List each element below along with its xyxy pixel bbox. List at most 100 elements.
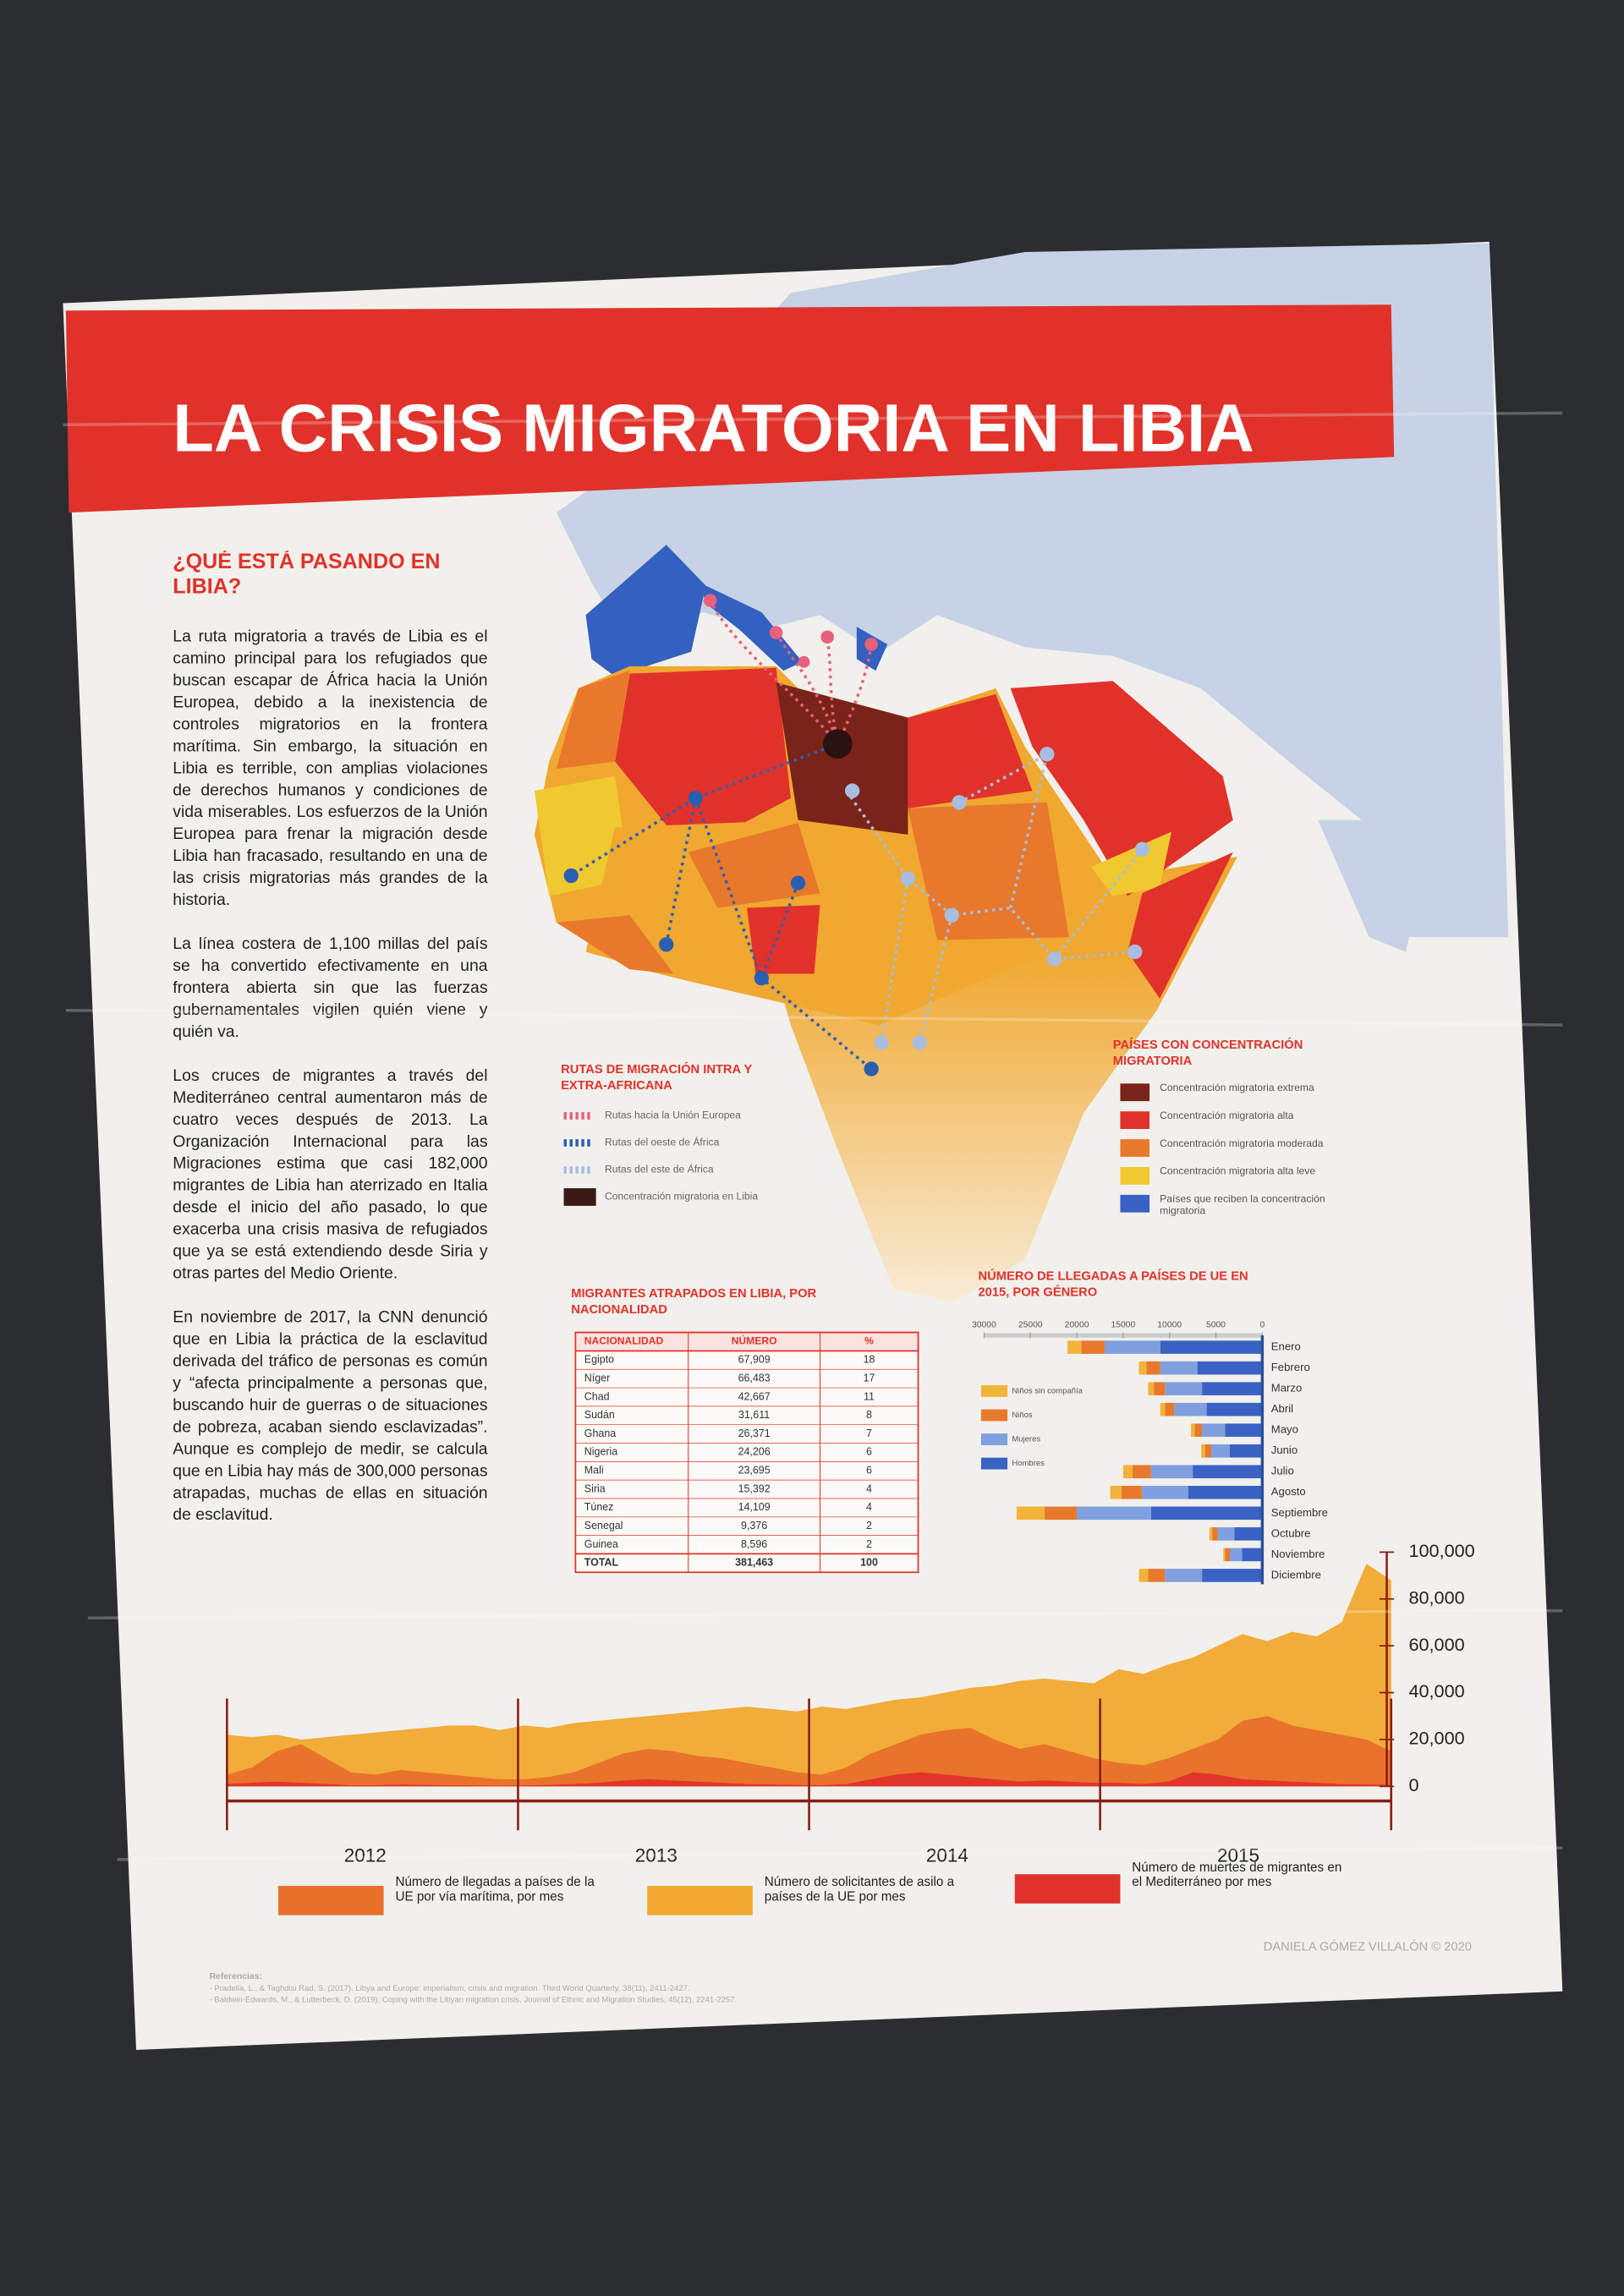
legend-swatch <box>1120 1111 1150 1129</box>
table-cell: 4 <box>866 1501 872 1513</box>
node <box>790 875 806 890</box>
paragraph: La ruta migratoria a través de Libia es … <box>173 627 488 910</box>
egypt <box>908 693 1033 808</box>
node <box>820 630 834 644</box>
table-cell: Nigeria <box>584 1446 618 1458</box>
table-cell: TOTAL <box>584 1557 619 1569</box>
legend-label: Concentración migratoria extrema <box>1160 1083 1314 1094</box>
table-cell: 7 <box>866 1427 872 1439</box>
india <box>1318 819 1435 952</box>
table-cell: 6 <box>866 1446 872 1458</box>
legend-swatch <box>980 1384 1008 1397</box>
bar-segment <box>1067 1340 1082 1354</box>
y-tick-label: Septiembre <box>1271 1506 1328 1519</box>
y-tick-label: Agosto <box>1271 1485 1306 1498</box>
table-cell: Siria <box>584 1482 606 1494</box>
bar-segment <box>1146 1361 1160 1375</box>
route-eu <box>709 600 873 745</box>
y-tick-label: Noviembre <box>1271 1548 1325 1560</box>
table-cell: 2 <box>866 1538 872 1550</box>
bar-segment <box>1202 1382 1263 1395</box>
routes-legend-title-box: RUTAS DE MIGRACIÓN INTRA Y EXTRA-AFRICAN… <box>561 1061 753 1093</box>
x-tick-label: 15000 <box>1111 1321 1135 1330</box>
year-label: 2014 <box>926 1844 968 1866</box>
poster-title: LA CRISIS MIGRATORIA EN LIBIA <box>173 391 1254 466</box>
x-tick-label: 20000 <box>1065 1321 1089 1330</box>
paragraph: La línea costera de 1,100 millas del paí… <box>173 935 488 1042</box>
west-africa <box>556 915 674 974</box>
legend-label: Rutas hacia la Unión Europea <box>605 1110 741 1121</box>
bar-segment <box>1225 1423 1263 1437</box>
bar-segment <box>1190 1423 1195 1437</box>
table-cell: 31,611 <box>738 1409 770 1421</box>
legend-swatch <box>563 1188 596 1206</box>
legend-label: Número de solicitantes de asilo a países… <box>764 1874 955 1904</box>
table-cell: 9,376 <box>741 1520 767 1532</box>
node <box>1127 944 1143 960</box>
bar-segment <box>1204 1444 1212 1458</box>
table-cell: 17 <box>864 1372 875 1384</box>
bar-segment <box>1165 1569 1203 1582</box>
y-tick-label: 0 <box>1409 1774 1419 1795</box>
bar-segment <box>1132 1465 1151 1479</box>
bar-segment <box>1141 1485 1188 1499</box>
bar-segment <box>1211 1444 1230 1458</box>
legend-label: Concentración migratoria en Libia <box>605 1191 758 1203</box>
legend-label: Concentración migratoria alta <box>1160 1111 1294 1122</box>
legend-label: Hombres <box>1012 1459 1045 1468</box>
node <box>844 783 860 798</box>
table-header: % <box>864 1335 874 1347</box>
legend-label-box: Número de muertes de migrantes en el Med… <box>1132 1860 1341 1889</box>
intro-body: La ruta migratoria a través de Libia es … <box>173 627 488 1525</box>
routes-legend-title: RUTAS DE MIGRACIÓN INTRA Y EXTRA-AFRICAN… <box>561 1061 753 1093</box>
bar-segment <box>1154 1382 1166 1395</box>
node <box>688 791 704 806</box>
bar-title-box: NÚMERO DE LLEGADAS A PAÍSES DE UE EN 201… <box>978 1268 1248 1299</box>
bar-segment <box>1160 1340 1263 1354</box>
x-tick-label: 25000 <box>1018 1321 1043 1330</box>
intro-heading: ¿QUÉ ESTÁ PASANDO EN LIBIA? <box>173 551 441 600</box>
libya-hub <box>822 729 853 759</box>
bar-segment <box>1174 1402 1207 1417</box>
legend-label: Países que reciben la concentración migr… <box>1160 1194 1325 1217</box>
table-cell: 100 <box>860 1557 878 1569</box>
bar-segment <box>1110 1485 1122 1499</box>
legend-label-box: Concentración migratoria moderada <box>1160 1139 1323 1149</box>
bar-segment <box>1225 1548 1230 1562</box>
node <box>1046 951 1062 967</box>
x-tick-label: 5000 <box>1206 1321 1226 1330</box>
y-tick-label: Diciembre <box>1271 1568 1321 1581</box>
y-tick-label: Febrero <box>1271 1361 1310 1373</box>
node <box>874 1035 889 1050</box>
legend-swatch <box>1120 1194 1150 1213</box>
yemen <box>1090 831 1172 896</box>
table-cell: Túnez <box>584 1501 614 1513</box>
wrinkle <box>65 1009 1563 1027</box>
y-tick-label: Octubre <box>1271 1526 1311 1539</box>
node <box>563 868 579 884</box>
year-label: 2012 <box>344 1844 387 1866</box>
legend-swatch <box>980 1457 1008 1470</box>
legend-label: Concentración migratoria alta leve <box>1160 1167 1316 1178</box>
table-cell: Egipto <box>584 1354 614 1366</box>
legend-swatch <box>647 1886 753 1915</box>
table-cell: Ghana <box>584 1427 616 1439</box>
bar-segment <box>1223 1548 1226 1562</box>
bar-chart-title: NÚMERO DE LLEGADAS A PAÍSES DE UE EN 201… <box>978 1268 1248 1299</box>
node <box>1040 747 1055 762</box>
table-title: MIGRANTES ATRAPADOS EN LIBIA, POR NACION… <box>571 1285 817 1316</box>
table-cell: 381,463 <box>735 1557 773 1569</box>
year-label: 2015 <box>1217 1844 1259 1866</box>
bar-segment <box>1044 1506 1078 1521</box>
x-tick-label: 10000 <box>1157 1321 1182 1330</box>
y-tick-label: Junio <box>1271 1444 1298 1456</box>
y-tick-label: 60,000 <box>1409 1634 1465 1655</box>
node <box>900 871 916 886</box>
route-nodes <box>563 594 1150 1077</box>
wrinkle <box>87 1608 1563 1619</box>
y-tick-label: 40,000 <box>1409 1680 1465 1701</box>
bar-segment <box>1016 1506 1045 1521</box>
reference: - Baldwin-Edwards, M., & Lutterbeck, D. … <box>210 1996 738 2005</box>
